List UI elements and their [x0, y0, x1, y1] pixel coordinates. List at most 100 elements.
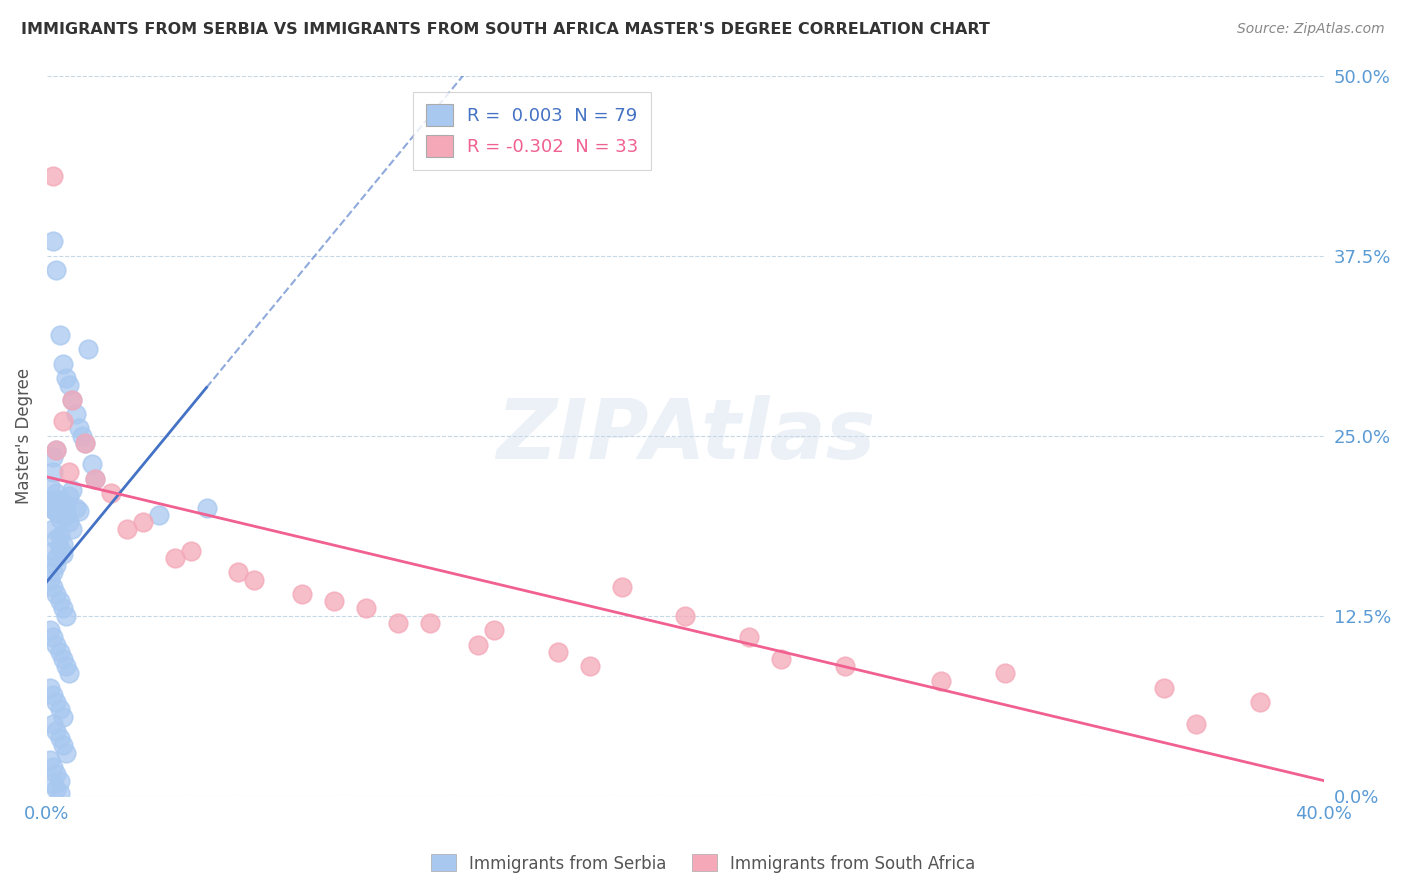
Point — [55, 746, 77, 760]
Point — [52, 537, 75, 551]
Point — [738, 630, 761, 644]
Point — [48, 731, 70, 746]
Point — [673, 608, 696, 623]
Point — [52, 414, 75, 428]
Point — [834, 659, 856, 673]
Point — [52, 652, 75, 666]
Point — [52, 508, 75, 522]
Point — [1153, 681, 1175, 695]
Point — [58, 489, 80, 503]
Point — [70, 428, 93, 442]
Point — [45, 781, 67, 796]
Point — [55, 608, 77, 623]
Point — [62, 522, 84, 536]
Point — [1185, 716, 1208, 731]
Point — [45, 486, 67, 500]
Text: ZIPAtlas: ZIPAtlas — [496, 395, 875, 476]
Point — [42, 234, 65, 248]
Point — [42, 580, 65, 594]
Point — [228, 566, 250, 580]
Point — [42, 544, 65, 558]
Point — [42, 465, 65, 479]
Point — [39, 573, 62, 587]
Point — [62, 392, 84, 407]
Point — [52, 739, 75, 753]
Legend: Immigrants from Serbia, Immigrants from South Africa: Immigrants from Serbia, Immigrants from … — [425, 847, 981, 880]
Y-axis label: Master's Degree: Master's Degree — [15, 368, 32, 504]
Point — [131, 515, 153, 529]
Point — [48, 493, 70, 508]
Point — [45, 263, 67, 277]
Point — [770, 652, 793, 666]
Point — [180, 544, 202, 558]
Point — [994, 666, 1017, 681]
Point — [65, 407, 87, 421]
Point — [58, 666, 80, 681]
Point — [45, 443, 67, 458]
Point — [65, 500, 87, 515]
Point — [39, 479, 62, 493]
Point — [55, 371, 77, 385]
Point — [45, 723, 67, 738]
Point — [39, 500, 62, 515]
Point — [62, 392, 84, 407]
Point — [45, 505, 67, 519]
Point — [45, 587, 67, 601]
Point — [929, 673, 952, 688]
Point — [547, 645, 569, 659]
Point — [39, 753, 62, 767]
Point — [77, 342, 100, 356]
Point — [45, 503, 67, 517]
Point — [291, 587, 314, 601]
Point — [48, 645, 70, 659]
Point — [387, 615, 409, 630]
Point — [42, 760, 65, 774]
Point — [45, 551, 67, 566]
Point — [58, 515, 80, 529]
Point — [243, 573, 266, 587]
Point — [42, 450, 65, 465]
Point — [467, 638, 489, 652]
Point — [354, 601, 377, 615]
Point — [115, 522, 138, 536]
Point — [42, 566, 65, 580]
Point — [45, 533, 67, 547]
Point — [83, 472, 105, 486]
Point — [42, 522, 65, 536]
Point — [42, 630, 65, 644]
Point — [67, 421, 90, 435]
Point — [419, 615, 441, 630]
Point — [55, 508, 77, 522]
Point — [55, 659, 77, 673]
Point — [163, 551, 186, 566]
Point — [48, 541, 70, 555]
Point — [67, 503, 90, 517]
Point — [1249, 695, 1271, 709]
Point — [42, 777, 65, 791]
Point — [610, 580, 633, 594]
Point — [578, 659, 600, 673]
Point — [52, 709, 75, 723]
Text: Source: ZipAtlas.com: Source: ZipAtlas.com — [1237, 22, 1385, 37]
Point — [45, 558, 67, 573]
Point — [42, 169, 65, 184]
Point — [48, 594, 70, 608]
Point — [55, 498, 77, 512]
Point — [45, 443, 67, 458]
Point — [45, 695, 67, 709]
Point — [52, 547, 75, 561]
Point — [48, 774, 70, 789]
Point — [45, 767, 67, 781]
Point — [62, 483, 84, 498]
Point — [39, 623, 62, 637]
Point — [39, 681, 62, 695]
Point — [80, 458, 103, 472]
Point — [45, 638, 67, 652]
Point — [48, 702, 70, 716]
Point — [52, 500, 75, 515]
Legend: R =  0.003  N = 79, R = -0.302  N = 33: R = 0.003 N = 79, R = -0.302 N = 33 — [413, 92, 651, 170]
Point — [75, 435, 97, 450]
Point — [42, 688, 65, 702]
Point — [75, 435, 97, 450]
Point — [52, 601, 75, 615]
